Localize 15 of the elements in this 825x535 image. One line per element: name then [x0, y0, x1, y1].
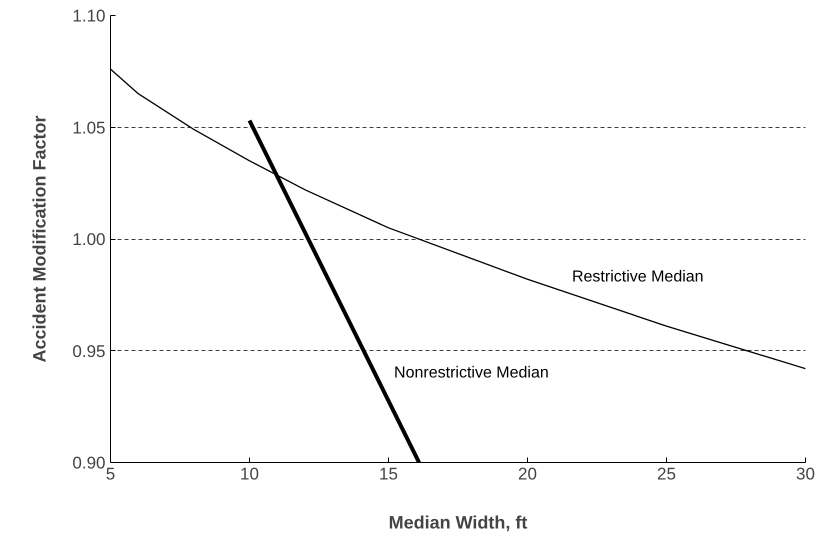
y-tick-label: 0.90 — [72, 454, 106, 472]
series-label: Nonrestrictive Median — [394, 364, 549, 382]
x-tick-label: 25 — [657, 464, 676, 484]
x-tick-label: 5 — [106, 464, 116, 484]
y-tick-label: 0.95 — [72, 342, 106, 361]
y-tick-label: 1.00 — [72, 230, 106, 249]
y-axis-title: Accident Modification Factor — [29, 115, 50, 363]
y-tick-label: 1.10 — [72, 6, 106, 26]
series-label: Restrictive Median — [572, 268, 704, 286]
x-tick-label: 15 — [379, 464, 398, 484]
x-tick-label: 10 — [240, 464, 259, 484]
x-axis-title: Median Width, ft — [388, 512, 528, 532]
x-tick-label: 20 — [518, 464, 537, 484]
x-tick-label: 30 — [796, 464, 815, 484]
y-tick-label: 1.05 — [72, 118, 106, 138]
